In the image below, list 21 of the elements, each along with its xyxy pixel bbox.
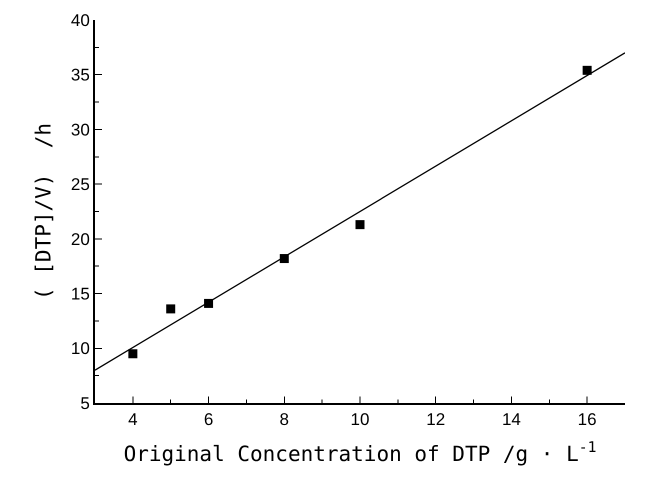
y-tick-label: 15 xyxy=(70,284,90,304)
y-tick-label: 40 xyxy=(70,10,90,30)
x-tick-label: 12 xyxy=(426,410,446,430)
point xyxy=(166,304,176,314)
y-tick-label: 5 xyxy=(80,394,90,413)
y-tick-label: 20 xyxy=(70,230,90,249)
x-tick-label: 14 xyxy=(502,410,521,430)
y-tick-label: 35 xyxy=(70,66,90,85)
point xyxy=(356,220,364,230)
x-tick-label: 8 xyxy=(280,410,290,430)
point xyxy=(582,66,592,75)
y-axis-title: ( [DTP]/V) /h xyxy=(32,122,56,300)
y-tick-label: 30 xyxy=(70,120,90,140)
x-tick-label: 6 xyxy=(204,410,214,430)
x-tick-label: 16 xyxy=(578,410,597,430)
x-axis-title: Original Concentration of DTP /g · L$^{-1}$ xyxy=(124,439,596,466)
x-tick-label: 10 xyxy=(350,410,370,430)
y-tick-label: 25 xyxy=(70,175,90,194)
x-tick-label: 4 xyxy=(128,410,138,430)
y-tick-label: 10 xyxy=(70,339,90,358)
point xyxy=(128,349,138,358)
